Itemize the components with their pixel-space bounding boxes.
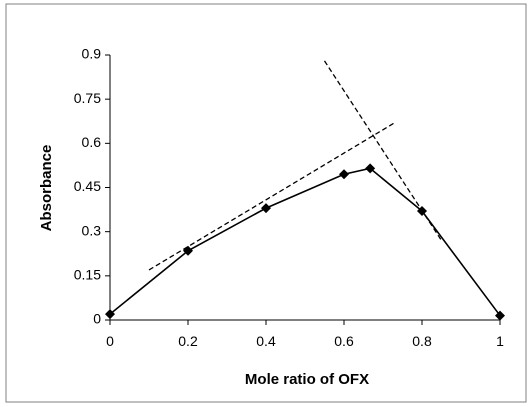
y-tick-label: 0.45 xyxy=(74,178,101,194)
x-tick-label: 1 xyxy=(496,333,504,349)
plot-area: 0 0.15 0.3 0.45 0.6 0.75 0.9 0 0.2 0.4 0.6 0.8 1 xyxy=(74,46,505,349)
x-tick-label: 0.4 xyxy=(256,333,276,349)
y-axis-title: Absorbance xyxy=(38,145,55,232)
y-tick-label: 0.75 xyxy=(74,90,101,106)
data-point-marker xyxy=(339,169,349,180)
x-tick-label: 0.2 xyxy=(178,333,198,349)
y-tick-label: 0.3 xyxy=(82,222,102,238)
y-tick-label: 0.15 xyxy=(74,267,101,283)
data-point-marker xyxy=(417,206,427,217)
chart-border xyxy=(5,3,527,403)
y-tick-label: 0.9 xyxy=(82,46,102,62)
x-axis-title: Mole ratio of OFX xyxy=(245,371,369,388)
data-point-marker xyxy=(495,310,505,321)
x-tick-label: 0.6 xyxy=(334,333,354,349)
y-tick-label: 0.6 xyxy=(82,134,102,150)
data-point-marker xyxy=(365,163,376,174)
data-point-marker xyxy=(105,309,115,320)
y-tick-label: 0 xyxy=(93,311,101,327)
data-point-marker xyxy=(183,245,193,256)
x-tick-label: 0 xyxy=(106,333,114,349)
data-point-marker xyxy=(261,203,271,214)
x-tick-label: 0.8 xyxy=(412,333,432,349)
